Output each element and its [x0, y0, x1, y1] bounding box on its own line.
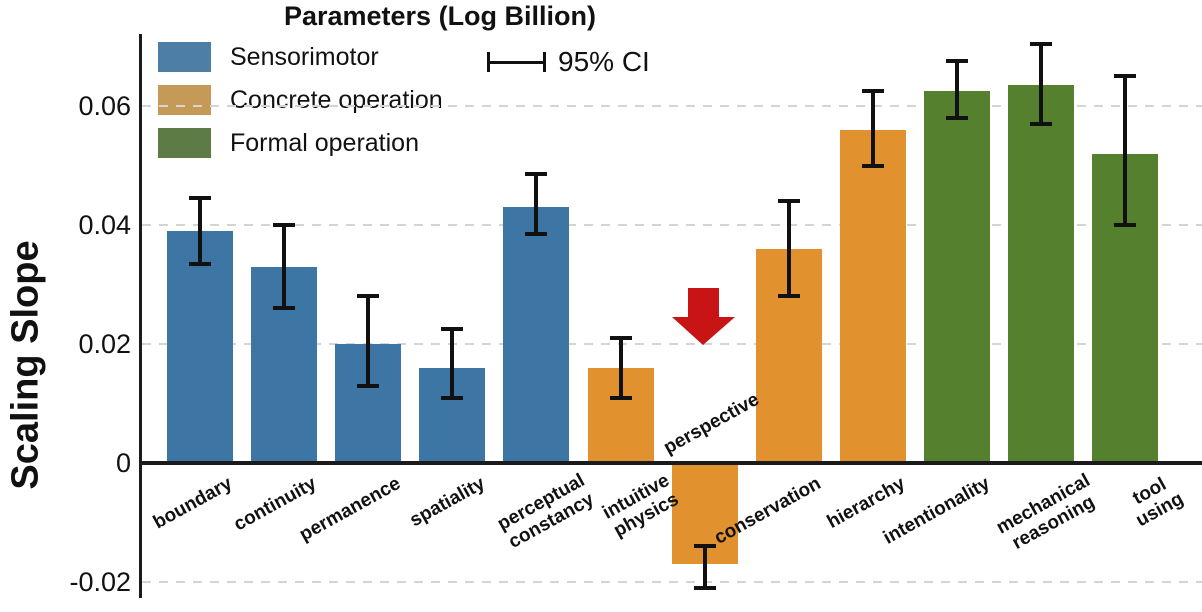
error-bar-cap — [1030, 41, 1052, 46]
error-bar-cap — [525, 172, 548, 177]
error-bar-stem — [786, 201, 791, 297]
bar-mechanical-reasoning — [1008, 85, 1074, 463]
error-bar-cap — [273, 306, 296, 311]
error-bar-cap — [693, 585, 716, 590]
legend-label: Concrete operation — [230, 86, 443, 114]
ci-line — [489, 61, 545, 64]
error-bar-cap — [693, 544, 716, 549]
bar-intentionality — [923, 91, 990, 463]
gridline — [142, 224, 1202, 226]
error-bar-cap — [945, 59, 968, 64]
y-tick-label: 0.04 — [78, 210, 131, 240]
error-bar-stem — [1123, 76, 1128, 225]
x-tick-label-line: spatiality — [406, 473, 489, 532]
legend-label: Sensorimotor — [230, 43, 379, 71]
bar-perceptual-constancy — [503, 207, 570, 463]
error-bar-cap — [609, 336, 632, 341]
error-bar-cap — [357, 383, 380, 388]
gridline — [142, 581, 1202, 583]
error-bar-cap — [273, 223, 296, 227]
legend-swatch-0 — [158, 42, 211, 72]
gridline — [142, 105, 1202, 107]
error-bar-cap — [777, 294, 800, 299]
error-bar-stem — [534, 174, 539, 234]
bar-hierarchy — [839, 129, 906, 463]
bar-boundary — [167, 230, 233, 463]
red-down-arrow-icon — [672, 288, 735, 345]
error-bar-cap — [777, 199, 800, 204]
error-bar-stem — [1039, 43, 1043, 124]
error-bar-cap — [1114, 223, 1137, 227]
error-bar-stem — [618, 338, 623, 398]
ci-label: 95% CI — [558, 46, 650, 77]
error-bar-cap — [357, 294, 380, 299]
x-tick-label-line: boundary — [150, 473, 237, 534]
error-bar-cap — [1030, 121, 1052, 126]
x-tick-label: boundary — [150, 473, 236, 533]
error-bar-cap — [861, 163, 884, 168]
error-bar-cap — [1114, 74, 1137, 79]
x-tick-label: tool using — [1123, 470, 1188, 531]
y-tick-label: 0 — [115, 448, 131, 478]
error-bar-stem — [198, 198, 202, 264]
error-bar-stem — [870, 91, 875, 166]
y-tick-label: -0.02 — [69, 567, 131, 597]
x-tick-label: mechanical reasoning — [992, 470, 1103, 557]
error-bar-stem — [954, 61, 959, 118]
error-bar-cap — [945, 115, 968, 120]
x-tick-label: perspective — [660, 389, 763, 459]
chart-title: Parameters (Log Billion) — [283, 1, 597, 31]
error-bar-cap — [861, 89, 884, 94]
error-bar-cap — [189, 196, 211, 201]
error-bar-stem — [282, 225, 287, 309]
x-axis-line — [139, 461, 1202, 465]
legend-swatch-1 — [158, 85, 211, 115]
error-bar-cap — [441, 395, 464, 400]
error-bar-stem — [450, 329, 455, 398]
error-bar-cap — [189, 261, 211, 266]
error-bar-stem — [702, 546, 707, 588]
x-tick-label: spatiality — [406, 473, 488, 531]
error-bar-stem — [366, 296, 371, 386]
gridline — [142, 343, 1202, 345]
ci-cap-left — [487, 52, 490, 72]
y-tick-label: 0.06 — [78, 91, 131, 121]
x-tick-label: intuitive physics — [599, 470, 683, 542]
error-bar-cap — [441, 327, 464, 332]
error-bar-cap — [609, 395, 632, 400]
x-tick-label: perceptual constancy — [494, 470, 598, 553]
ci-cap-right — [543, 52, 546, 72]
y-tick-label: 0.02 — [78, 329, 131, 359]
error-bar-cap — [525, 231, 548, 236]
legend-swatch-2 — [158, 128, 211, 158]
y-axis-line — [139, 34, 142, 598]
legend-label: Formal operation — [230, 129, 419, 157]
x-tick-label-line: perspective — [660, 389, 763, 459]
